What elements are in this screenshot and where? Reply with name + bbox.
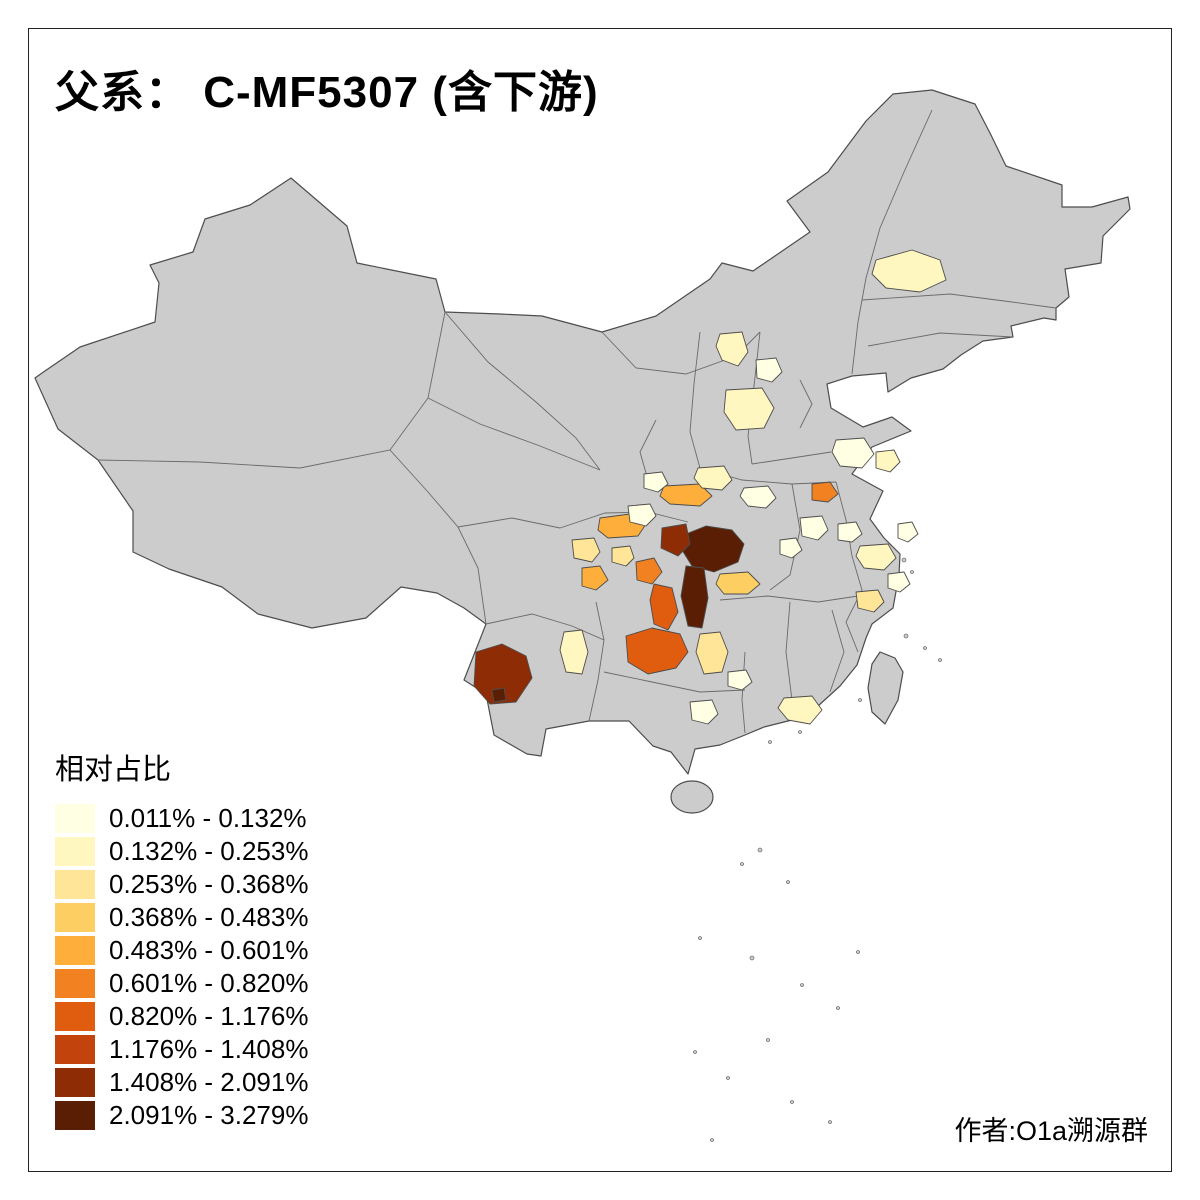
legend-swatch [55, 1101, 95, 1130]
legend-label: 0.132% - 0.253% [109, 836, 309, 866]
colored-region [875, 449, 901, 473]
legend-label: 0.253% - 0.368% [109, 869, 309, 899]
legend-item: 0.601% - 0.820% [55, 967, 308, 1000]
colored-region [727, 669, 753, 691]
legend-item: 1.176% - 1.408% [55, 1033, 308, 1066]
colored-region [581, 565, 609, 591]
colored-region [681, 525, 745, 573]
legend-swatch [55, 837, 95, 866]
colored-region [643, 471, 669, 493]
legend-swatch [55, 870, 95, 899]
colored-region [695, 631, 729, 675]
colored-region [649, 583, 679, 631]
colored-region [855, 589, 885, 613]
choropleth-regions [473, 249, 947, 725]
colored-region [811, 481, 839, 503]
colored-region [871, 249, 947, 293]
legend-item: 0.253% - 0.368% [55, 868, 308, 901]
legend-item: 2.091% - 3.279% [55, 1099, 308, 1132]
mainland-landmass [34, 89, 1131, 775]
legend-swatch [55, 969, 95, 998]
colored-region [693, 465, 733, 491]
legend-label: 2.091% - 3.279% [109, 1100, 309, 1130]
colored-region [571, 537, 601, 563]
legend-swatch [55, 1035, 95, 1064]
colored-region [473, 643, 533, 705]
legend-item: 1.408% - 2.091% [55, 1066, 308, 1099]
map-title: 父系： C-MF5307 (含下游) [55, 68, 599, 117]
colored-region [635, 557, 663, 585]
legend-item: 0.011% - 0.132% [55, 802, 308, 835]
colored-region [799, 515, 829, 541]
colored-region [559, 629, 589, 675]
colored-region [837, 521, 863, 543]
hainan-island [670, 780, 714, 814]
colored-region [660, 523, 691, 557]
colored-region [611, 545, 635, 567]
legend-label: 0.820% - 1.176% [109, 1001, 309, 1031]
south-china-sea-islands [693, 557, 942, 1142]
colored-region [831, 437, 875, 469]
legend-swatch [55, 903, 95, 932]
colored-region [625, 627, 689, 675]
colored-region [755, 357, 783, 383]
colored-region [855, 543, 897, 571]
legend-label: 0.483% - 0.601% [109, 935, 309, 965]
colored-region [887, 571, 911, 593]
colored-region [779, 537, 803, 559]
colored-region [723, 387, 775, 431]
legend-swatch [55, 1002, 95, 1031]
legend-item: 0.483% - 0.601% [55, 934, 308, 967]
legend-item: 0.368% - 0.483% [55, 901, 308, 934]
legend-title: 相对占比 [55, 754, 172, 786]
colored-region [715, 571, 761, 595]
colored-region [491, 687, 507, 703]
colored-region [680, 565, 709, 629]
legend-swatch [55, 804, 95, 833]
legend-label: 1.408% - 2.091% [109, 1067, 309, 1097]
colored-region [897, 521, 919, 543]
legend-label: 0.011% - 0.132% [109, 803, 307, 833]
legend-swatch [55, 936, 95, 965]
province-boundaries [97, 109, 1057, 734]
taiwan-island [867, 651, 904, 725]
colored-region [739, 485, 777, 509]
legend-item: 0.820% - 1.176% [55, 1000, 308, 1033]
author-credit: 作者:O1a溯源群 [954, 1116, 1148, 1146]
legend-label: 0.368% - 0.483% [109, 902, 309, 932]
legend: 相对占比 0.011% - 0.132% 0.132% - 0.253% 0.2… [55, 746, 308, 1132]
legend-label: 0.601% - 0.820% [109, 968, 309, 998]
legend-label: 1.176% - 1.408% [109, 1034, 309, 1064]
colored-region [715, 331, 749, 367]
colored-region [777, 695, 823, 725]
legend-swatch [55, 1068, 95, 1097]
colored-region [689, 699, 719, 725]
colored-region [627, 503, 657, 527]
legend-item: 0.132% - 0.253% [55, 835, 308, 868]
